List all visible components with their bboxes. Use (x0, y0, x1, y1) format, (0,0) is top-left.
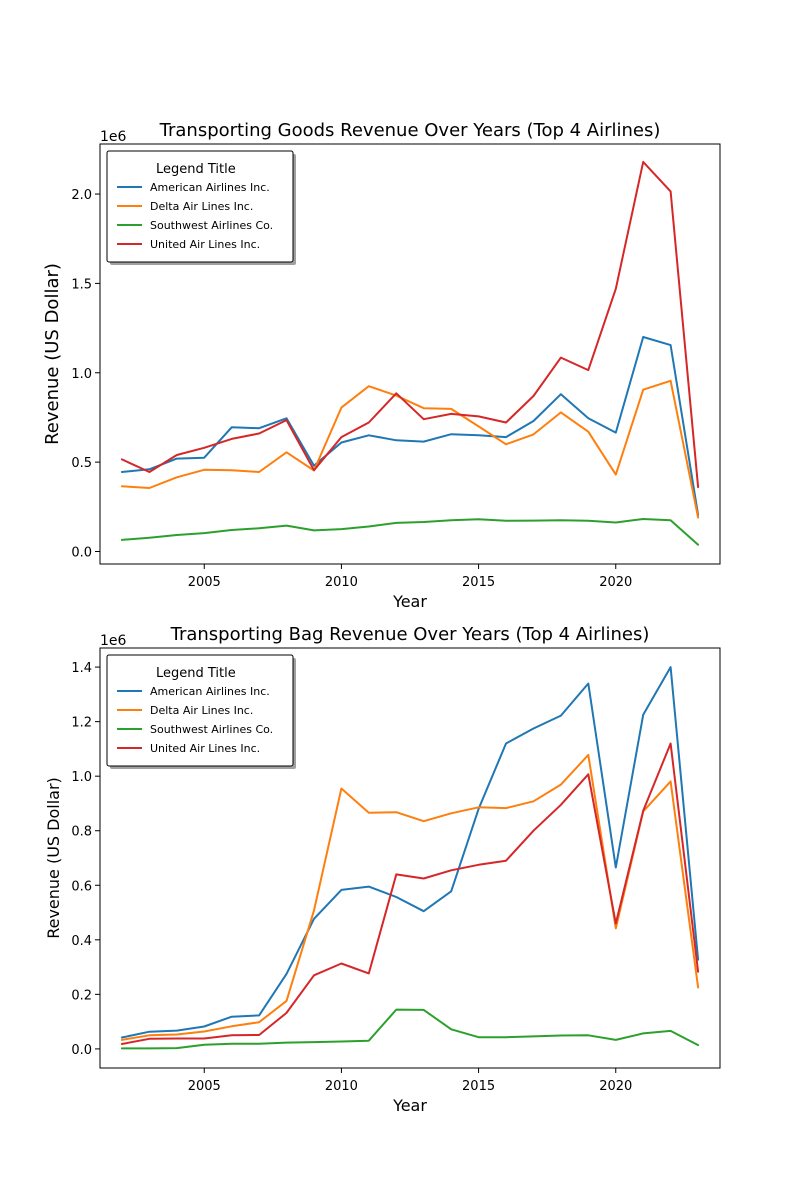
legend-entry: United Air Lines Inc. (150, 238, 260, 251)
goods-revenue-chart: Transporting Goods Revenue Over Years (T… (42, 120, 721, 611)
series-line-delta-air-lines-inc (120, 753, 700, 1041)
legend-entry: Southwest Airlines Co. (150, 723, 273, 736)
x-tick-label: 2010 (325, 575, 358, 590)
legend: Legend Title American Airlines Inc. Delta … (106, 654, 296, 769)
x-axis-label: Year (392, 592, 427, 611)
bag-revenue-chart: Transporting Bag Revenue Over Years (Top… (44, 624, 721, 1115)
axes-frame (99, 143, 721, 565)
y-tick-label: 1.0 (71, 367, 92, 382)
x-tick-label: 2005 (188, 575, 221, 590)
axes-frame (99, 647, 721, 1069)
legend-entry: American Airlines Inc. (150, 181, 270, 194)
y-tick-label: 1.2 (71, 716, 92, 731)
series-line-southwest-airlines-co (120, 1008, 700, 1050)
x-tick-label: 2010 (325, 1079, 358, 1094)
y-tick-label: 1.0 (71, 770, 92, 785)
legend-title: Legend Title (156, 162, 236, 177)
y-tick-label: 0.4 (71, 934, 92, 949)
x-tick-label: 2015 (462, 575, 495, 590)
x-tick-label: 2005 (188, 1079, 221, 1094)
legend: Legend Title American Airlines Inc. Delta … (106, 150, 296, 265)
legend-entry: American Airlines Inc. (150, 685, 270, 698)
y-axis-label: Revenue (US Dollar) (44, 777, 63, 939)
legend-entry: Delta Air Lines Inc. (150, 704, 253, 717)
y-tick-label: 0.5 (71, 456, 92, 471)
legend-entry: Southwest Airlines Co. (150, 219, 273, 232)
series-line-american-airlines-inc (120, 666, 700, 1039)
series-line-united-air-lines-inc (120, 742, 700, 1045)
chart-title: Transporting Goods Revenue Over Years (T… (159, 120, 661, 141)
y-offset-label: 1e6 (100, 633, 127, 649)
series-line-delta-air-lines-inc (120, 379, 700, 519)
legend-entry: United Air Lines Inc. (150, 742, 260, 755)
y-tick-label: 0.0 (71, 1043, 92, 1058)
y-tick-label: 2.0 (71, 188, 92, 203)
y-tick-label: 0.6 (71, 879, 92, 894)
x-tick-label: 2015 (462, 1079, 495, 1094)
series-line-united-air-lines-inc (120, 160, 700, 489)
y-tick-label: 0.8 (71, 825, 92, 840)
y-axis-label: Revenue (US Dollar) (42, 263, 63, 445)
y-tick-label: 0.0 (71, 545, 92, 560)
legend-entry: Delta Air Lines Inc. (150, 200, 253, 213)
y-tick-label: 1.4 (71, 661, 92, 676)
x-tick-label: 2020 (599, 575, 632, 590)
series-line-southwest-airlines-co (120, 518, 700, 546)
legend-title: Legend Title (156, 666, 236, 681)
x-tick-label: 2020 (599, 1079, 632, 1094)
y-tick-label: 0.2 (71, 988, 92, 1003)
y-offset-label: 1e6 (100, 129, 127, 145)
x-axis-label: Year (392, 1096, 427, 1115)
y-tick-label: 1.5 (71, 277, 92, 292)
chart-title: Transporting Bag Revenue Over Years (Top… (170, 624, 650, 645)
legend-box (106, 654, 294, 767)
legend-box (106, 150, 294, 263)
